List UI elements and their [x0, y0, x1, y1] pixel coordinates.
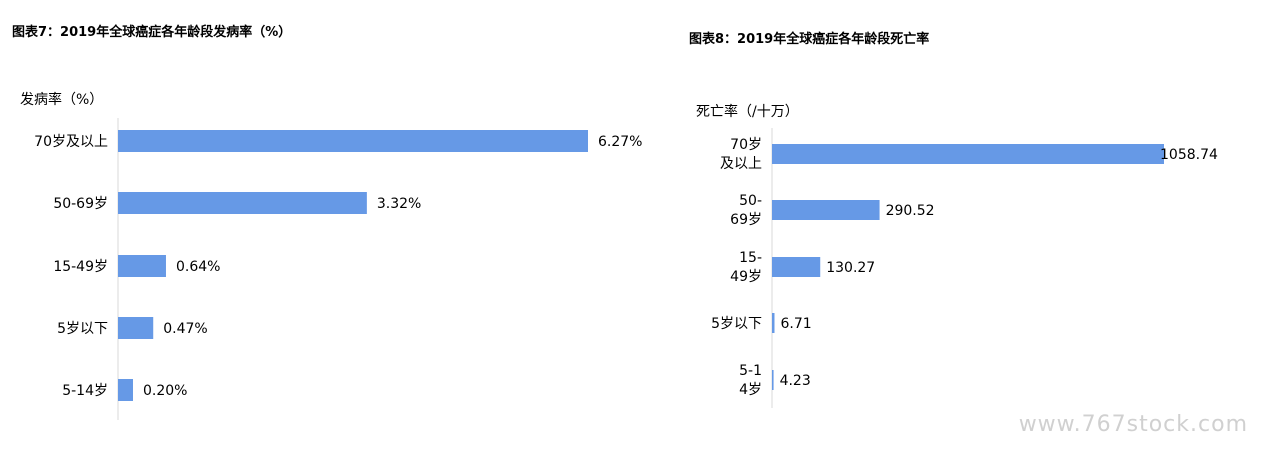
mortality-category-label: 5-1 4岁 [739, 363, 762, 398]
incidence-category-label: 70岁及以上 [34, 134, 108, 150]
mortality-bar [772, 257, 821, 277]
incidence-bar [118, 192, 367, 214]
incidence-category-label: 50-69岁 [53, 196, 108, 212]
incidence-category-label: 15-49岁 [53, 259, 108, 275]
incidence-bar [118, 379, 133, 401]
incidence-value-label: 0.47% [163, 321, 207, 337]
mortality-category-label: 15-49岁 [730, 250, 762, 285]
incidence-value-label: 0.64% [176, 259, 220, 275]
mortality-value-label: 4.23 [780, 373, 811, 389]
incidence-value-label: 6.27% [598, 134, 642, 150]
chart1-title: 图表7：2019年全球癌症各年龄段发病率（%） [12, 25, 292, 40]
mortality-category-label: 5岁以下 [711, 316, 762, 332]
incidence-chart: 发病率（%） 70岁及以上 6.27% 50-69岁 3.32% 15-49岁 0.64% 5… [20, 91, 642, 420]
mortality-value-label: 6.71 [780, 316, 811, 332]
mortality-value-label: 130.27 [826, 260, 875, 276]
chart2-title: 图表8：2019年全球癌症各年龄段死亡率 [689, 32, 930, 47]
mortality-bar [772, 200, 880, 220]
watermark: www.767stock.com [1018, 412, 1248, 437]
mortality-value-label: 1058.74 [1160, 147, 1218, 163]
mortality-category-label: 70岁及以上 [720, 137, 762, 172]
incidence-category-label: 5-14岁 [62, 383, 108, 399]
incidence-category-label: 5岁以下 [57, 321, 108, 337]
mortality-bar [772, 313, 775, 333]
mortality-category-label: 50-69岁 [730, 193, 762, 228]
incidence-bar [118, 130, 588, 152]
incidence-value-label: 0.20% [143, 383, 187, 399]
incidence-value-label: 3.32% [377, 196, 421, 212]
incidence-bar [118, 317, 154, 339]
mortality-axis-label: 死亡率（/十万） [696, 103, 799, 120]
mortality-bar [772, 370, 774, 390]
mortality-value-label: 290.52 [886, 203, 935, 219]
mortality-bar [772, 144, 1164, 164]
incidence-bar [118, 255, 166, 277]
incidence-axis-label: 发病率（%） [20, 91, 103, 108]
